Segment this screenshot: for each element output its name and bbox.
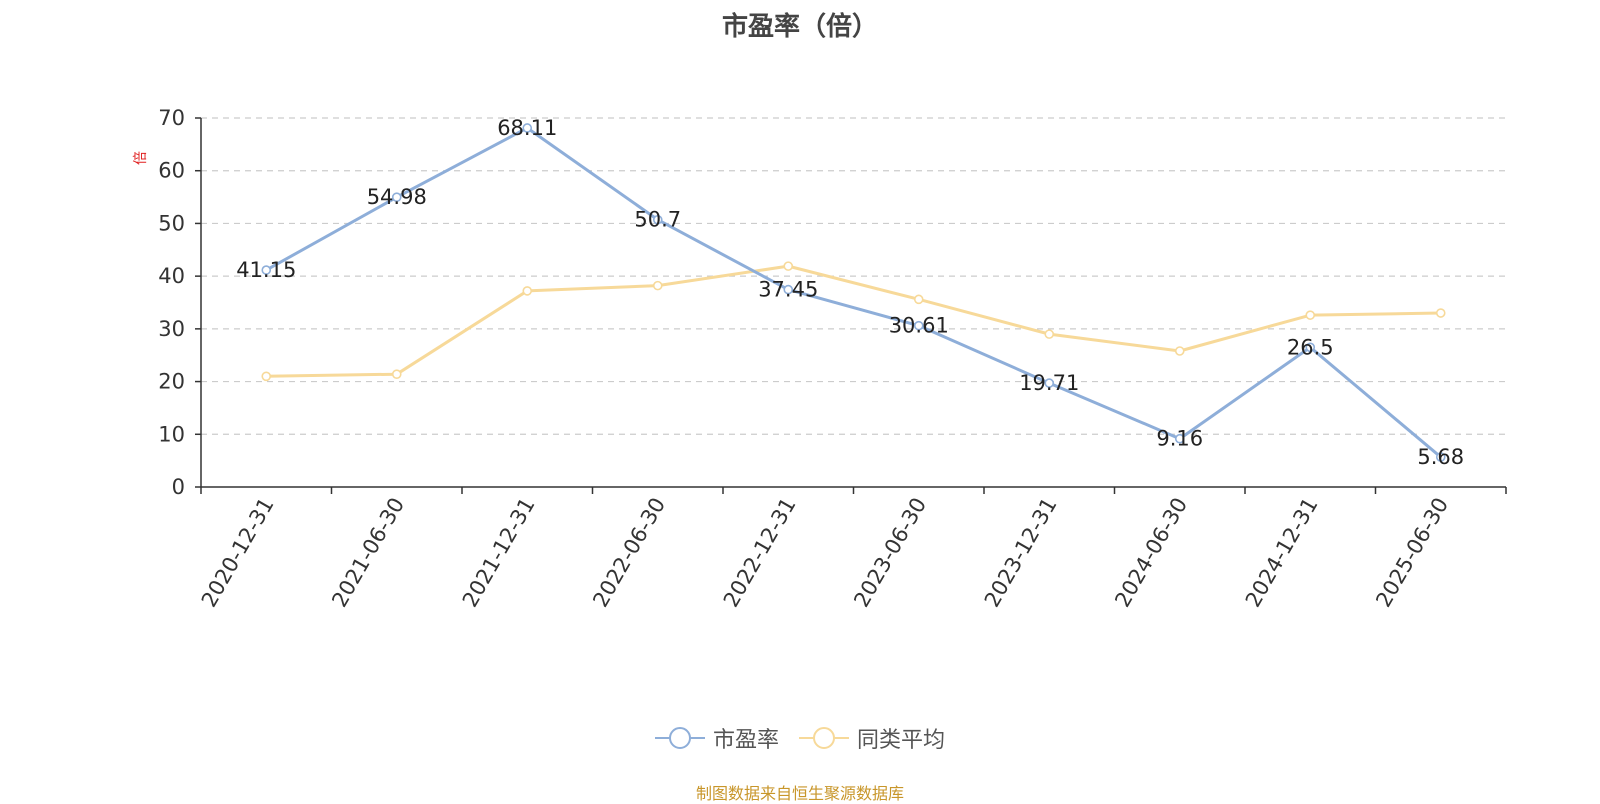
data-point-0 — [522, 123, 533, 133]
y-tick-label: 40 — [158, 264, 185, 288]
data-point-0 — [1305, 342, 1316, 353]
data-point-1 — [652, 280, 663, 291]
source-note: 制图数据来自恒生聚源数据库 — [695, 784, 904, 803]
data-point-0 — [652, 214, 663, 225]
data-point-0 — [1174, 433, 1185, 444]
data-point-1 — [391, 369, 402, 379]
data-point-1 — [522, 286, 533, 296]
data-label: 26.5 — [1287, 335, 1334, 359]
data-point-1 — [913, 294, 924, 305]
y-tick-label: 0 — [172, 475, 185, 499]
data-label: 37.45 — [758, 278, 818, 302]
legend-item-pe[interactable]: 市盈率 — [654, 722, 779, 754]
data-point-1 — [261, 371, 272, 382]
data-label: 54.98 — [367, 185, 427, 209]
y-tick-label: 20 — [158, 370, 185, 394]
data-point-0 — [1044, 378, 1055, 388]
data-point-0 — [1435, 452, 1446, 462]
data-point-1 — [1305, 310, 1316, 320]
data-point-0 — [391, 192, 402, 202]
legend: 市盈率 同类平均 — [0, 722, 1600, 754]
x-tick-label: 2021-06-30 — [327, 494, 409, 612]
data-label: 50.7 — [634, 208, 681, 232]
y-tick-label: 50 — [158, 211, 185, 235]
x-tick-label: 2023-12-31 — [980, 494, 1062, 612]
legend-marker-avg — [799, 727, 849, 749]
legend-marker-pe — [654, 727, 705, 749]
legend-item-avg[interactable]: 同类平均 — [799, 722, 945, 754]
data-label: 30.61 — [889, 314, 949, 338]
y-tick-label: 70 — [158, 106, 185, 130]
data-label: 9.16 — [1156, 427, 1203, 451]
data-label: 68.11 — [497, 116, 557, 140]
legend-label-pe: 市盈率 — [712, 728, 779, 753]
x-tick-label: 2022-12-31 — [719, 494, 801, 612]
data-point-1 — [1435, 308, 1446, 318]
x-tick-label: 2024-12-31 — [1241, 494, 1323, 612]
data-point-1 — [1044, 329, 1055, 339]
x-tick-label: 2024-06-30 — [1110, 494, 1192, 612]
y-axis-unit-label: 倍 — [133, 151, 149, 165]
data-label: 19.71 — [1019, 371, 1079, 395]
series-line-0 — [265, 126, 1442, 459]
x-tick-label: 2025-06-30 — [1371, 494, 1453, 612]
y-tick-label: 10 — [158, 422, 185, 446]
x-tick-label: 2020-12-31 — [197, 494, 279, 612]
x-tick-label: 2021-12-31 — [458, 494, 540, 612]
data-point-0 — [913, 320, 924, 331]
x-tick-label: 2023-06-30 — [849, 494, 931, 612]
legend-label-avg: 同类平均 — [857, 728, 946, 753]
y-tick-label: 30 — [158, 317, 185, 341]
chart-title: 市盈率（倍） — [721, 12, 878, 42]
data-point-1 — [1174, 346, 1185, 356]
series-line-1 — [266, 264, 1441, 378]
data-point-0 — [261, 265, 272, 275]
data-point-1 — [783, 261, 794, 271]
data-label: 41.15 — [236, 258, 296, 282]
data-label: 5.68 — [1417, 445, 1464, 469]
y-tick-label: 60 — [158, 159, 185, 183]
data-point-0 — [783, 284, 794, 295]
x-tick-label: 2022-06-30 — [588, 494, 670, 612]
